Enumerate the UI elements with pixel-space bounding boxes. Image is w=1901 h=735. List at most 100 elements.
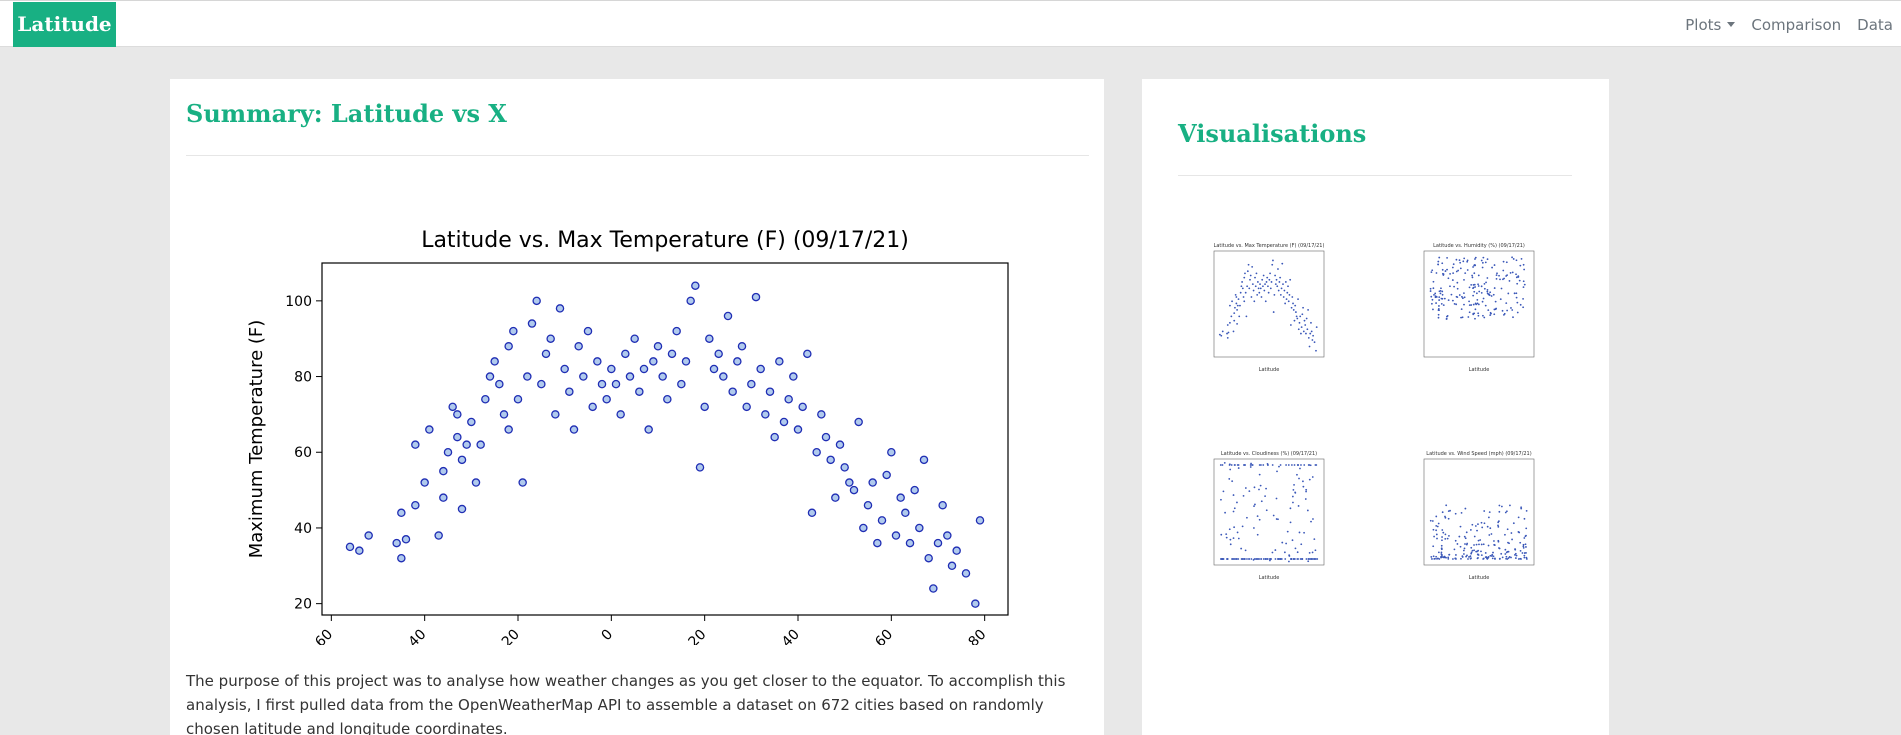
thumbnail-point — [1460, 511, 1463, 514]
data-point — [555, 304, 565, 313]
thumbnail-point — [1303, 319, 1306, 322]
thumbnail-point — [1470, 546, 1473, 549]
thumbnail-point — [1258, 291, 1261, 294]
thumbnail-point — [1509, 504, 1511, 507]
thumbnail-point — [1243, 558, 1246, 560]
thumbnail-point — [1258, 558, 1261, 560]
thumbnail-point — [1441, 536, 1443, 538]
data-point — [537, 379, 546, 389]
thumbnail-point — [1264, 558, 1267, 560]
thumbnail-point — [1232, 330, 1235, 333]
thumbnail-point — [1258, 518, 1261, 521]
thumbnail-point — [1253, 486, 1256, 489]
thumbnail-point — [1302, 480, 1304, 483]
thumbnail-point — [1517, 275, 1520, 278]
thumbnail-max-temperature[interactable]: Latitude vs. Max Temperature (F) (09/17/… — [1196, 239, 1326, 371]
thumbnail-point — [1296, 551, 1299, 554]
data-point — [439, 466, 448, 476]
thumbnail-point — [1481, 526, 1484, 529]
latitude-vs-max-temperature-chart[interactable]: Latitude vs. Max Temperature (F) (09/17/… — [232, 213, 1062, 645]
data-point — [770, 432, 779, 442]
thumbnail-point — [1497, 521, 1500, 524]
thumbnail-point — [1438, 296, 1441, 299]
thumbnail-point — [1302, 485, 1305, 488]
thumbnail-point — [1510, 532, 1513, 534]
thumbnail-point — [1221, 330, 1224, 333]
data-point — [891, 531, 901, 540]
data-point — [877, 516, 887, 525]
navbar: Latitude Plots Comparison Data — [0, 0, 1901, 47]
thumbnail-point — [1433, 293, 1435, 296]
thumbnail-point — [1276, 285, 1279, 288]
thumbnail-point — [1219, 558, 1222, 560]
thumbnail-point — [1435, 272, 1438, 274]
thumbnail-point — [1271, 263, 1274, 266]
thumbnail-point — [1525, 527, 1528, 530]
thumbnail-point — [1265, 487, 1267, 490]
thumbnail-point — [1292, 558, 1295, 560]
brand-logo[interactable]: Latitude — [13, 2, 116, 47]
thumbnail-point — [1463, 553, 1465, 555]
thumbnail-point — [1289, 324, 1292, 326]
thumbnail-point — [1491, 266, 1493, 269]
data-point — [443, 447, 453, 457]
data-point — [695, 463, 705, 472]
thumbnail-point — [1458, 259, 1461, 262]
thumbnail-point — [1455, 303, 1458, 306]
thumbnail-cloudiness[interactable]: Latitude vs. Cloudiness (%) (09/17/21) La… — [1196, 447, 1326, 579]
thumbnail-point — [1441, 290, 1444, 293]
thumbnail-point — [1239, 304, 1241, 307]
thumbnail-point — [1469, 555, 1472, 558]
thumbnail-point — [1483, 510, 1486, 512]
thumbnail-point — [1233, 319, 1236, 322]
thumbnail-point — [1474, 258, 1476, 260]
thumbnail-point — [1477, 556, 1479, 559]
thumbnail-point — [1269, 558, 1272, 560]
x-tick-label: 20 — [686, 627, 710, 645]
data-point — [733, 357, 742, 366]
data-point — [798, 402, 807, 412]
thumbnail-point — [1489, 554, 1492, 557]
thumbnail-humidity[interactable]: Latitude vs. Humidity (%) (09/17/21) Lati… — [1406, 239, 1536, 371]
thumbnail-point — [1516, 282, 1519, 285]
thumbnail-point — [1308, 551, 1311, 554]
nav-plots-dropdown[interactable]: Plots — [1685, 16, 1736, 34]
thumbnail-point — [1525, 509, 1528, 512]
thumbnail-point — [1484, 261, 1487, 264]
thumbnail-point — [1518, 279, 1521, 282]
thumbnail-point — [1519, 549, 1522, 552]
thumbnail-point — [1515, 259, 1518, 262]
thumbnail-point — [1226, 332, 1228, 335]
thumbnail-point — [1300, 543, 1303, 546]
thumbnail-point — [1462, 260, 1465, 263]
thumbnail-point — [1300, 326, 1303, 329]
thumbnail-point — [1267, 285, 1269, 288]
thumbnail-point — [1500, 552, 1503, 555]
data-point — [616, 410, 625, 419]
thumbnail-point — [1431, 269, 1434, 272]
data-point — [453, 432, 462, 442]
thumbnail-point — [1272, 514, 1275, 517]
thumbnail-point — [1475, 543, 1478, 546]
thumbnail-point — [1229, 468, 1232, 471]
data-point — [737, 342, 747, 351]
thumbnail-point — [1307, 558, 1310, 560]
thumbnail-point — [1474, 302, 1477, 305]
thumbnail-point — [1476, 553, 1479, 556]
thumbnail-point — [1504, 533, 1506, 536]
thumbnail-point — [1435, 524, 1438, 527]
thumbnail-point — [1304, 498, 1307, 500]
thumbnail-wind-speed[interactable]: Latitude vs. Wind Speed (mph) (09/17/21)… — [1406, 447, 1536, 579]
visualisations-divider — [1178, 175, 1572, 176]
thumbnail-point — [1459, 261, 1462, 264]
nav-comparison-link[interactable]: Comparison — [1751, 15, 1842, 34]
data-point — [840, 463, 849, 472]
data-point — [705, 334, 714, 343]
thumbnail-point — [1437, 263, 1439, 266]
thumbnail-point — [1458, 294, 1461, 296]
thumbnail-point — [1492, 555, 1495, 558]
thumbnail-point — [1470, 283, 1473, 286]
thumbnail-point — [1281, 262, 1284, 265]
nav-data-link[interactable]: Data — [1857, 15, 1893, 34]
thumbnail-point — [1511, 538, 1513, 541]
